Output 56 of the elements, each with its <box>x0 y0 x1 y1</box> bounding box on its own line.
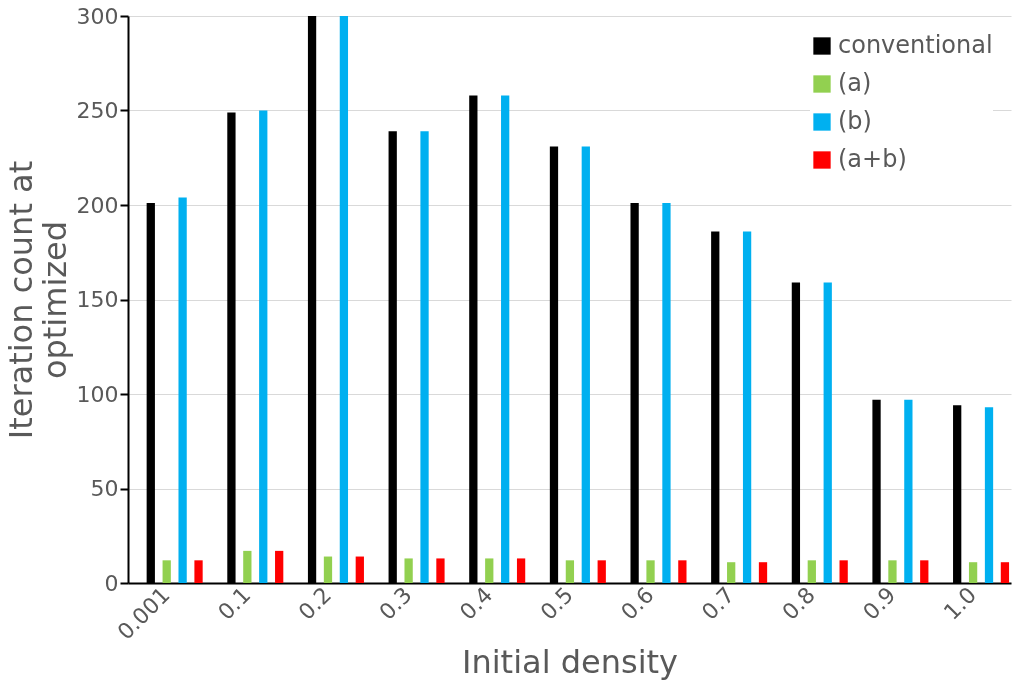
bar <box>742 231 752 583</box>
bar <box>420 131 429 583</box>
y-tick-label: 50 <box>90 476 119 501</box>
bar <box>920 560 929 583</box>
x-tick-label: 0.8 <box>777 582 820 625</box>
legend-label: (b) <box>838 107 872 135</box>
y-tick-label: 100 <box>76 381 119 407</box>
bar <box>339 16 349 583</box>
bar <box>727 562 736 583</box>
bar <box>1000 562 1010 583</box>
legend-label: (a) <box>838 69 872 97</box>
bar <box>807 560 816 583</box>
bar <box>178 197 187 583</box>
y-tick-label: 0 <box>104 570 119 596</box>
legend-label: (a+b) <box>838 145 907 173</box>
bar <box>485 558 494 583</box>
bar <box>516 558 526 583</box>
x-axis-title: Initial density <box>461 642 679 681</box>
bar <box>839 560 848 583</box>
x-tick-label: 0.9 <box>858 582 901 625</box>
y-tick-label: 200 <box>76 192 119 218</box>
y-axis-title: Iteration count at optimized <box>1 160 74 440</box>
x-tick-label: 0.1 <box>213 582 256 625</box>
x-tick-label: 1.0 <box>938 582 982 625</box>
x-tick-label: 0.3 <box>374 582 417 625</box>
bar <box>646 560 655 583</box>
x-tick-label: 0.5 <box>535 582 578 625</box>
bar <box>162 560 171 583</box>
bar <box>597 560 606 583</box>
x-tick-label: 0.6 <box>616 582 659 625</box>
bar <box>404 558 413 583</box>
bar <box>194 560 203 583</box>
bar <box>243 550 252 583</box>
bar <box>888 560 897 583</box>
bar <box>355 556 364 583</box>
bar <box>436 558 445 583</box>
bar <box>678 560 687 583</box>
bar <box>968 562 978 583</box>
y-tick-label: 150 <box>76 287 119 312</box>
x-tick-label: 0.2 <box>293 582 337 625</box>
bar <box>565 560 575 583</box>
bar <box>823 282 832 583</box>
bar <box>275 550 284 583</box>
bar <box>501 95 510 583</box>
bar <box>323 556 333 583</box>
legend-label: conventional <box>838 31 993 59</box>
bar <box>662 203 671 583</box>
bar <box>259 110 268 583</box>
bar <box>581 146 590 583</box>
bar <box>984 407 994 583</box>
x-tick-label: 0.4 <box>454 582 498 625</box>
bar <box>758 562 768 583</box>
x-tick-label: 0.7 <box>696 582 740 625</box>
y-tick-label: 250 <box>76 98 119 123</box>
bar <box>904 399 913 583</box>
y-tick-label: 300 <box>76 3 119 29</box>
